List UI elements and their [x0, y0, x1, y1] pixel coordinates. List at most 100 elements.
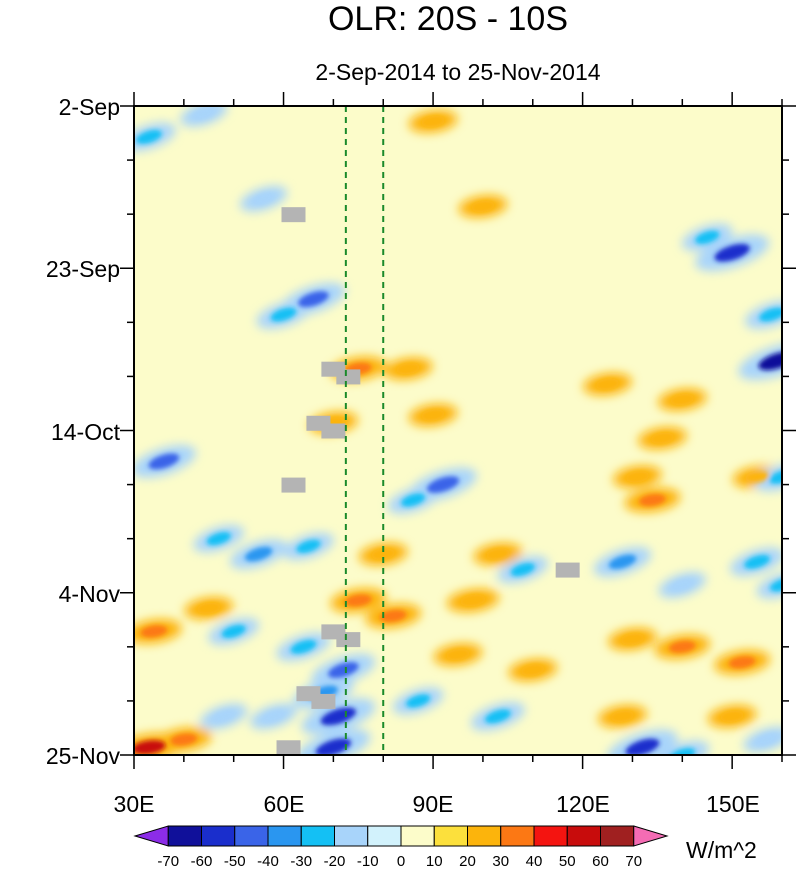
missing-data-box	[336, 369, 361, 385]
colorbar-swatch	[133, 825, 169, 847]
anomaly-core	[426, 476, 460, 493]
colorbar-swatch	[234, 825, 269, 847]
colorbar-level-label: -40	[257, 853, 279, 869]
colorbar-swatch	[566, 825, 601, 847]
anomaly-core	[244, 546, 273, 562]
x-tick-label: 90E	[413, 791, 454, 817]
colorbar-level-label: -70	[157, 853, 179, 869]
colorbar-swatch	[467, 825, 502, 847]
anomaly-core	[401, 493, 426, 507]
anomaly-core	[197, 602, 221, 614]
chart-subtitle: 2-Sep-2014 to 25-Nov-2014	[315, 59, 600, 85]
anomaly-core	[755, 733, 779, 746]
anomaly-core	[639, 493, 666, 507]
colorbar-unit-label: W/m^2	[686, 837, 757, 863]
anomaly-core	[170, 733, 198, 746]
anomaly-core	[192, 107, 216, 121]
colorbar-level-label: 20	[459, 853, 476, 869]
anomaly-core	[486, 548, 510, 560]
anomaly-core	[344, 594, 372, 607]
anomaly-core	[769, 578, 782, 592]
missing-data-box	[336, 632, 361, 648]
anomaly-core	[315, 738, 352, 755]
anomaly-core	[720, 710, 744, 722]
anomaly-field-sharp	[134, 107, 782, 755]
x-tick-label: 60E	[264, 791, 305, 817]
y-tick-label: 4-Nov	[59, 581, 121, 607]
anomaly-core	[668, 640, 696, 653]
anomaly-core	[371, 548, 395, 560]
y-tick-label: 25-Nov	[46, 743, 121, 769]
anomaly-core	[695, 230, 720, 244]
anomaly-core	[446, 648, 470, 661]
colorbar-swatch	[533, 825, 568, 847]
anomaly-core	[460, 594, 486, 607]
colorbar-swatch	[367, 825, 402, 847]
missing-data-box	[281, 207, 306, 223]
anomaly-core	[670, 394, 694, 406]
missing-data-box	[321, 423, 346, 439]
missing-data-box	[281, 477, 306, 493]
anomaly-core	[320, 707, 357, 726]
colorbar-swatch	[334, 825, 369, 847]
anomaly-core	[221, 624, 246, 638]
anomaly-core	[484, 709, 511, 724]
anomaly-core	[670, 578, 694, 592]
anomaly-core	[745, 471, 769, 483]
anomaly-core	[296, 539, 321, 554]
colorbar-level-label: 0	[397, 853, 405, 869]
missing-data-boxes	[276, 207, 580, 755]
anomaly-core	[728, 656, 756, 669]
anomaly-core	[421, 409, 445, 421]
reference-lines	[344, 106, 385, 755]
colorbar	[133, 825, 669, 847]
anomaly-core	[298, 291, 329, 308]
anomaly-core	[510, 562, 535, 577]
colorbar-level-label: 40	[526, 853, 543, 869]
anomaly-core	[595, 378, 620, 390]
y-tick-label: 23-Sep	[46, 256, 120, 282]
anomaly-core	[140, 625, 168, 638]
anomaly-core	[521, 664, 545, 676]
y-tick-label: 2-Sep	[59, 94, 120, 120]
missing-data-box	[276, 740, 301, 755]
anomaly-core	[252, 192, 275, 206]
anomaly-core	[396, 363, 420, 375]
anomaly-core	[421, 115, 445, 128]
axis-ticks	[120, 92, 796, 769]
anomaly-core	[290, 639, 317, 654]
missing-data-box	[311, 693, 336, 709]
x-tick-label: 30E	[114, 791, 155, 817]
anomaly-core	[148, 453, 180, 470]
anomaly-core	[406, 694, 431, 708]
anomaly-core	[759, 307, 782, 322]
colorbar-level-label: -60	[191, 853, 213, 869]
colorbar-swatch	[300, 825, 335, 847]
colorbar-level-label: 50	[559, 853, 576, 869]
colorbar-level-label: 30	[492, 853, 509, 869]
anomaly-core	[212, 710, 236, 723]
x-tick-label: 150E	[706, 791, 760, 817]
anomaly-blob	[756, 571, 782, 599]
colorbar-level-label: 60	[592, 853, 609, 869]
anomaly-core	[714, 243, 750, 262]
anomaly-core	[669, 748, 696, 755]
colorbar-level-label: -20	[324, 853, 346, 869]
y-tick-label: 14-Oct	[51, 419, 121, 445]
anomaly-core	[608, 554, 637, 570]
anomaly-core	[134, 740, 166, 755]
colorbar-level-label: 70	[625, 853, 642, 869]
colorbar-level-label: 10	[426, 853, 443, 869]
colorbar-labels: -70 -60 -50 -40 -30 -20 -10 0 10 20 30 4…	[157, 853, 642, 869]
chart-title: OLR: 20S - 10S	[328, 0, 568, 38]
colorbar-swatch	[201, 825, 236, 847]
colorbar-level-label: -50	[224, 853, 246, 869]
anomaly-core	[610, 710, 635, 722]
x-axis-tick-labels: 30E 60E 90E 120E 150E	[114, 791, 760, 817]
colorbar-level-label: -10	[357, 853, 379, 869]
anomaly-core	[270, 307, 297, 322]
x-tick-label: 120E	[556, 791, 610, 817]
anomaly-core	[650, 432, 675, 444]
anomaly-core	[328, 662, 359, 678]
